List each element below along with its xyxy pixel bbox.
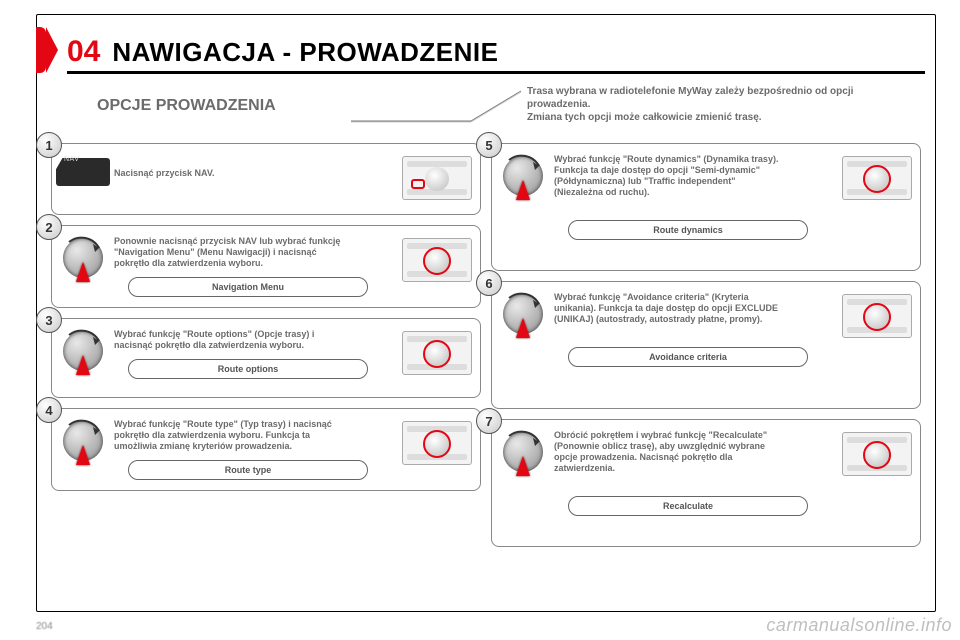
- step-text: Wybrać funkcję "Route dynamics" (Dynamik…: [554, 154, 786, 198]
- callout-pointer-icon: [351, 87, 527, 131]
- step-text: Ponownie nacisnąć przycisk NAV lub wybra…: [114, 236, 346, 269]
- device-highlight-icon: [423, 247, 451, 275]
- step-3: 3 Wybrać funkcję "Route options" (Opcje …: [51, 318, 481, 398]
- device-illustration: [402, 238, 472, 282]
- device-highlight-icon: [423, 430, 451, 458]
- rotary-knob-icon: [61, 329, 105, 373]
- rotary-knob-icon: [61, 419, 105, 463]
- step-icon: NAV: [60, 154, 106, 188]
- rotary-knob-icon: [501, 154, 545, 198]
- manual-page: 04 NAWIGACJA - PROWADZENIE OPCJE PROWADZ…: [36, 14, 936, 612]
- page-header: 04 NAWIGACJA - PROWADZENIE: [67, 29, 925, 75]
- device-highlight-icon: [863, 303, 891, 331]
- red-arrow-icon: [516, 456, 530, 476]
- step-icon: [60, 236, 106, 280]
- menu-pill: Route dynamics: [568, 220, 808, 240]
- section-title: OPCJE PROWADZENIA: [97, 97, 276, 115]
- device-illustration: [842, 432, 912, 476]
- step-text: Wybrać funkcję "Route options" (Opcje tr…: [114, 329, 346, 351]
- right-column: 5 Wybrać funkcję "Route dynamics" (Dynam…: [491, 143, 921, 557]
- red-arrow-icon: [76, 355, 90, 375]
- desc-line-2: Zmiana tych opcji może całkowicie zmieni…: [527, 111, 915, 124]
- nav-button-icon: NAV: [56, 154, 110, 188]
- menu-pill: Recalculate: [568, 496, 808, 516]
- device-highlight-icon: [411, 179, 425, 189]
- step-icon: [60, 329, 106, 373]
- step-5: 5 Wybrać funkcję "Route dynamics" (Dynam…: [491, 143, 921, 271]
- watermark: carmanualsonline.info: [766, 615, 952, 636]
- subheader-row: OPCJE PROWADZENIA Trasa wybrana w radiot…: [97, 85, 915, 135]
- menu-pill: Route type: [128, 460, 368, 480]
- rotary-knob-icon: [61, 236, 105, 280]
- device-illustration: [402, 331, 472, 375]
- step-4: 4 Wybrać funkcję "Route type" (Typ trasy…: [51, 408, 481, 491]
- step-7: 7 Obrócić pokrętłem i wybrać funkcję "Re…: [491, 419, 921, 547]
- chapter-number: 04: [67, 35, 100, 69]
- page-number: 204: [36, 621, 53, 632]
- left-column: 1 NAV Nacisnąć przycisk NAV. 2: [51, 143, 481, 501]
- device-illustration: [402, 156, 472, 200]
- step-1: 1 NAV Nacisnąć przycisk NAV.: [51, 143, 481, 215]
- step-2: 2 Ponownie nacisnąć przycisk NAV lub wyb…: [51, 225, 481, 308]
- red-accent-tab: [36, 27, 46, 73]
- step-text: Wybrać funkcję "Avoidance criteria" (Kry…: [554, 292, 786, 325]
- menu-pill: Navigation Menu: [128, 277, 368, 297]
- red-arrow-icon: [76, 445, 90, 465]
- device-illustration: [842, 156, 912, 200]
- device-highlight-icon: [863, 441, 891, 469]
- rotary-knob-icon: [501, 292, 545, 336]
- step-text: Nacisnąć przycisk NAV.: [114, 168, 346, 179]
- step-text: Wybrać funkcję "Route type" (Typ trasy) …: [114, 419, 346, 452]
- device-illustration: [842, 294, 912, 338]
- device-highlight-icon: [863, 165, 891, 193]
- red-arrow-icon: [76, 262, 90, 282]
- header-underline: [67, 71, 925, 74]
- desc-line-1: Trasa wybrana w radiotelefonie MyWay zal…: [527, 85, 915, 111]
- page-title: NAWIGACJA - PROWADZENIE: [112, 37, 498, 68]
- step-icon: [500, 292, 546, 336]
- step-icon: [500, 154, 546, 198]
- red-arrow-icon: [516, 318, 530, 338]
- step-icon: [500, 430, 546, 474]
- menu-pill: Route options: [128, 359, 368, 379]
- step-6: 6 Wybrać funkcję "Avoidance criteria" (K…: [491, 281, 921, 409]
- device-illustration: [402, 421, 472, 465]
- step-text: Obrócić pokrętłem i wybrać funkcję "Reca…: [554, 430, 786, 474]
- section-description: Trasa wybrana w radiotelefonie MyWay zal…: [527, 85, 915, 124]
- step-icon: [60, 419, 106, 463]
- device-highlight-icon: [423, 340, 451, 368]
- rotary-knob-icon: [501, 430, 545, 474]
- red-arrow-icon: [516, 180, 530, 200]
- menu-pill: Avoidance criteria: [568, 347, 808, 367]
